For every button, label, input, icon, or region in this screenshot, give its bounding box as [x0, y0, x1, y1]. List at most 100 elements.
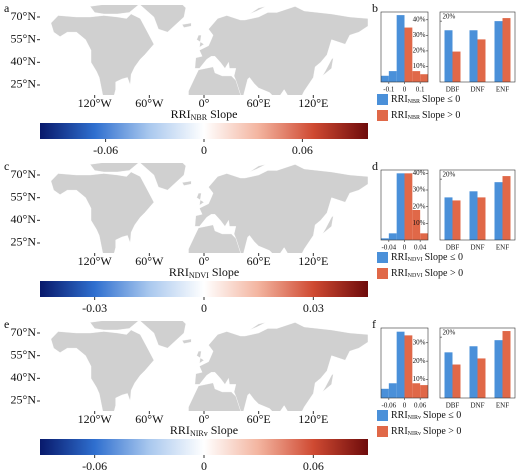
colorbar — [40, 439, 368, 455]
index: RRI — [170, 423, 190, 437]
index: RRI — [171, 107, 191, 121]
colorbar-tick-label: 0.06 — [292, 143, 313, 157]
lon-label: 0° — [199, 96, 210, 110]
colorbar — [40, 123, 368, 139]
index-sub: NBR — [191, 113, 208, 122]
legend-label: RRINDVI Slope > 0 — [391, 268, 463, 279]
land — [50, 5, 368, 95]
bar — [444, 352, 453, 398]
bar — [494, 340, 503, 398]
bar — [469, 191, 478, 240]
panel-label: b — [372, 1, 378, 15]
frame — [439, 169, 516, 241]
colorbar-tick-label: 0 — [201, 301, 207, 315]
index-sub: NDVI — [408, 273, 423, 279]
colorbar-tick-label: 0 — [201, 459, 207, 473]
index-sub: NBR — [408, 99, 420, 105]
lon-label: 60°W — [135, 254, 164, 268]
lon-label: 60°W — [135, 412, 164, 426]
colorbar-label: RRINBR Slope — [171, 107, 238, 122]
series-name: Slope > 0 — [422, 110, 460, 121]
series-name: Slope > 0 — [425, 268, 463, 279]
x-tick-label: -0.06 — [382, 402, 397, 410]
hist-bar — [420, 74, 428, 82]
lon-label: 120°E — [298, 412, 328, 426]
index: RRI — [391, 410, 408, 421]
series-name: Slope > 0 — [423, 426, 461, 437]
x-tick-label: -0.1 — [383, 86, 395, 94]
y-tick-label: 40% — [413, 15, 426, 23]
bar — [452, 364, 461, 398]
y-tick-label: 30% — [413, 31, 426, 39]
legend-label: RRINBR Slope > 0 — [391, 110, 460, 121]
legend-label: RRINDVI Slope ≤ 0 — [391, 252, 463, 263]
x-tick-label: ENF — [496, 86, 509, 94]
legend-swatch — [377, 252, 388, 263]
panel-label: a — [4, 1, 10, 15]
index-sub: NIRv — [408, 431, 421, 437]
lat-label: 25°N — [11, 235, 37, 249]
hist-bar — [420, 233, 428, 240]
hist-bar — [404, 27, 413, 82]
label: Slope — [212, 265, 239, 279]
lat-label: 55°N — [11, 31, 37, 45]
bar — [477, 39, 486, 82]
x-tick-label: 0 — [403, 244, 407, 252]
hist-bar — [388, 233, 397, 240]
y-tick-label: 20% — [413, 46, 426, 54]
hist-bar — [388, 71, 397, 82]
x-tick-label: 0 — [403, 86, 407, 94]
bar — [502, 176, 511, 240]
colorbar-tick-label: -0.06 — [93, 143, 118, 157]
lat-label: 55°N — [11, 347, 37, 361]
hist-bar — [404, 173, 413, 240]
lat-label: 40°N — [11, 54, 37, 68]
legend-label: RRINBR Slope ≤ 0 — [391, 94, 460, 105]
index: RRI — [391, 426, 408, 437]
lon-label: 0° — [199, 254, 210, 268]
map — [50, 163, 368, 253]
y-tick-label: 10% — [413, 219, 426, 227]
y-tick-label: 20% — [443, 13, 456, 21]
hist-bar — [396, 173, 405, 240]
colorbar-label: RRINDVI Slope — [169, 265, 239, 280]
hist-bar — [396, 331, 405, 398]
hist-bar — [404, 335, 413, 398]
bar — [444, 30, 453, 82]
hist-bar — [396, 15, 405, 82]
legend-label: RRINIRv Slope > 0 — [391, 426, 461, 437]
frame — [439, 11, 516, 83]
hist-bar — [381, 238, 389, 240]
lon-label: 120°W — [78, 412, 113, 426]
x-tick-label: 0 — [403, 402, 407, 410]
x-tick-label: ENF — [496, 244, 509, 252]
panel-label: c — [4, 159, 9, 173]
bar — [477, 358, 486, 398]
index: RRI — [391, 110, 408, 121]
index: RRI — [391, 94, 408, 105]
label: Slope — [211, 423, 238, 437]
lat-label: 70°N — [11, 325, 37, 339]
lon-label: 60°W — [135, 96, 164, 110]
legend-swatch — [377, 94, 388, 105]
x-tick-label: DNF — [470, 86, 484, 94]
colorbar-tick-label: 0.06 — [303, 459, 324, 473]
lat-label: 40°N — [11, 212, 37, 226]
y-tick-label: 20% — [443, 171, 456, 179]
map — [50, 5, 368, 95]
legend-label: RRINIRv Slope ≤ 0 — [391, 410, 461, 421]
x-tick-label: DBF — [446, 402, 460, 410]
bar — [469, 346, 478, 398]
land — [50, 321, 368, 411]
y-tick-label: 30% — [413, 338, 426, 346]
hist-bar — [412, 383, 421, 398]
hist-bar — [381, 388, 389, 398]
x-tick-label: DNF — [470, 402, 484, 410]
x-tick-label: DBF — [446, 86, 460, 94]
legend-swatch — [377, 268, 388, 279]
hist-bar — [412, 210, 421, 240]
y-tick-label: 10% — [413, 375, 426, 383]
hist-bar — [381, 75, 389, 82]
panel-label: d — [372, 159, 378, 173]
bar — [452, 51, 461, 82]
